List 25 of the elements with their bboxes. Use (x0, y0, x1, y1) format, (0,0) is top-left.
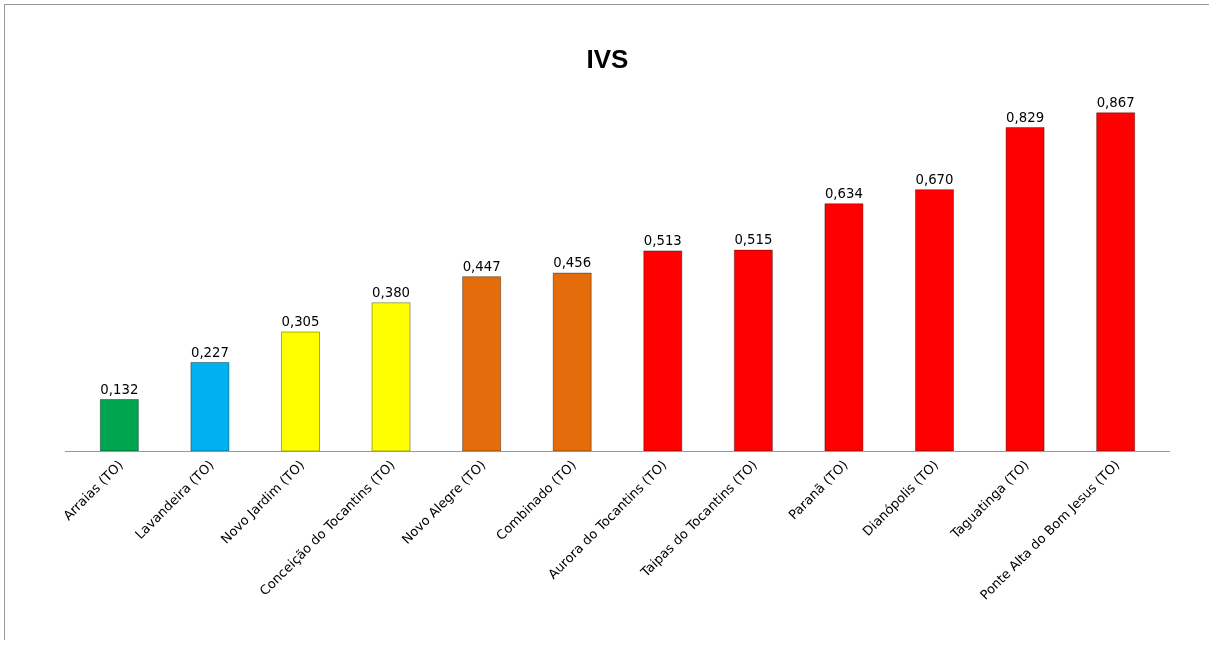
bar (462, 276, 502, 451)
bar (733, 249, 773, 451)
bar (643, 250, 683, 451)
bar (99, 399, 139, 451)
bar (914, 189, 955, 451)
bar (1005, 127, 1045, 451)
chart-title: IVS (586, 43, 629, 74)
data-label: 0,670 (915, 171, 954, 187)
data-label: 0,515 (734, 232, 773, 248)
data-label: 0,513 (643, 233, 682, 249)
data-label: 0,867 (1096, 94, 1135, 110)
data-label: 0,829 (1006, 109, 1045, 125)
data-label: 0,634 (824, 185, 863, 201)
data-label: 0,447 (462, 258, 501, 274)
bar (190, 361, 230, 451)
data-label: 0,305 (281, 314, 320, 330)
bar (371, 302, 411, 451)
bar (280, 331, 321, 451)
data-label: 0,380 (372, 284, 411, 300)
bar (1096, 112, 1136, 451)
data-label: 0,227 (190, 344, 229, 360)
data-label: 0,456 (553, 255, 592, 271)
bar (824, 203, 864, 451)
bar (552, 272, 592, 451)
data-label: 0,132 (100, 381, 139, 397)
